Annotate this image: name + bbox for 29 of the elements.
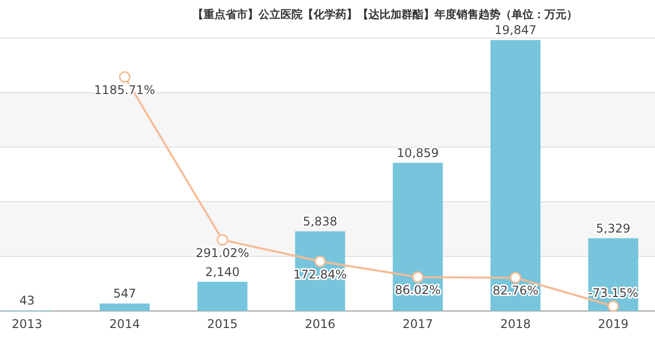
data-label: 86.02% — [394, 283, 441, 298]
data-label: 5,838 — [302, 214, 338, 228]
point — [314, 256, 326, 268]
data-label: -73.15% — [588, 286, 638, 300]
bar — [100, 304, 150, 311]
data-label: 5,329 — [596, 221, 630, 236]
data-label: 19,847 — [494, 23, 536, 38]
bar — [197, 282, 248, 311]
point — [412, 271, 424, 283]
point — [216, 234, 228, 246]
x-tick-label: 2014 — [109, 317, 140, 331]
data-label: 10,859 — [396, 146, 439, 160]
data-label: 291.02% — [196, 246, 250, 260]
x-tick-label: 2017 — [402, 317, 434, 331]
x-tick-label: 2013 — [12, 317, 42, 331]
x-tick-label: 2016 — [304, 317, 336, 331]
point — [510, 272, 522, 284]
point — [118, 71, 130, 83]
x-tick-label: 2018 — [500, 317, 531, 331]
chart-title: 【重点省市】公立医院【化学药】【达比加群酯】年度销售趋势（单位：万元） — [192, 8, 578, 21]
bar — [392, 162, 443, 311]
data-label: 82.76% — [492, 284, 538, 298]
x-tick-label: 2019 — [598, 317, 628, 331]
data-label: 2,140 — [205, 264, 240, 279]
point — [607, 300, 619, 312]
data-label: 547 — [113, 286, 136, 301]
x-tick-label: 2015 — [207, 317, 238, 331]
bar — [490, 40, 540, 311]
data-label: 43 — [19, 293, 35, 308]
